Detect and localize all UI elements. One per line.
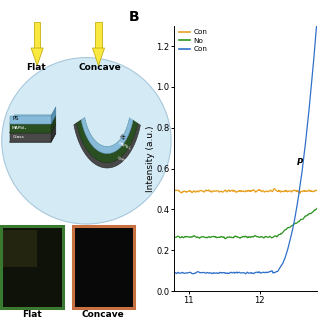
Y-axis label: Intensity (a.u.): Intensity (a.u.)	[146, 125, 155, 192]
Text: Concave: Concave	[79, 63, 122, 72]
Bar	[34, 22, 40, 48]
Polygon shape	[10, 133, 56, 142]
Polygon shape	[31, 48, 43, 66]
Text: PS: PS	[12, 116, 19, 121]
Bar	[3, 230, 37, 267]
Polygon shape	[10, 124, 56, 133]
Polygon shape	[10, 133, 51, 142]
Text: B: B	[129, 10, 140, 24]
Ellipse shape	[2, 58, 171, 224]
Text: Glass: Glass	[12, 135, 24, 139]
Polygon shape	[51, 107, 56, 124]
Text: P: P	[297, 157, 303, 166]
PathPatch shape	[81, 117, 133, 154]
Polygon shape	[10, 115, 56, 124]
Bar	[73, 226, 134, 308]
Text: Flat: Flat	[22, 310, 42, 319]
Text: Flat: Flat	[27, 63, 46, 72]
Text: PS: PS	[118, 133, 126, 141]
Text: MAPbI₃: MAPbI₃	[11, 126, 26, 130]
Polygon shape	[92, 48, 105, 66]
Text: Glass: Glass	[117, 156, 128, 163]
Legend: Con, No, Con: Con, No, Con	[180, 29, 207, 52]
Polygon shape	[10, 116, 51, 124]
Polygon shape	[51, 124, 56, 142]
PathPatch shape	[76, 120, 138, 163]
Polygon shape	[51, 115, 56, 133]
Bar	[1, 226, 63, 308]
Text: Concave: Concave	[82, 310, 124, 319]
Polygon shape	[10, 124, 51, 133]
PathPatch shape	[74, 123, 140, 168]
Bar	[95, 22, 102, 48]
Text: MAPbI₃: MAPbI₃	[117, 142, 132, 151]
